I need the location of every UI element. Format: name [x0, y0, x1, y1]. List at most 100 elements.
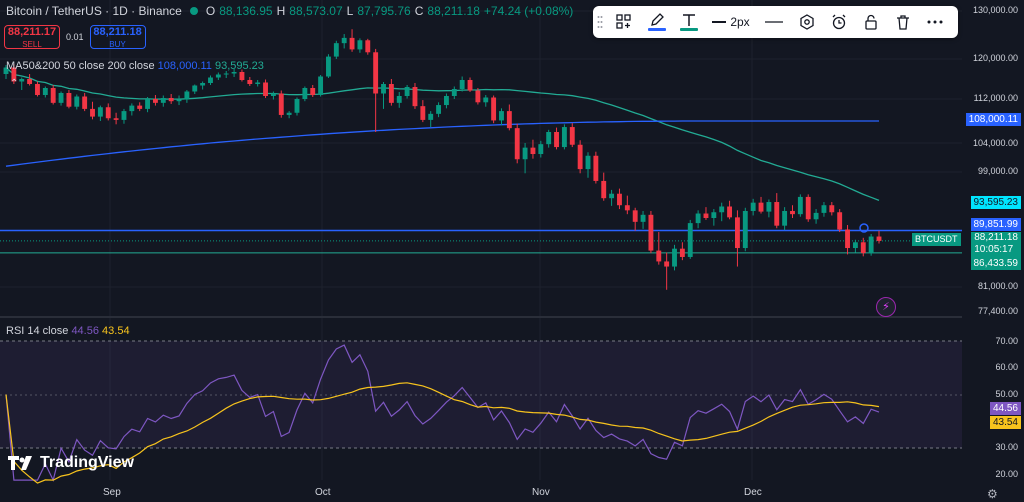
line-width-select[interactable]: 2px — [705, 6, 757, 38]
rsi-legend-label: RSI 14 close — [6, 325, 69, 337]
text-color-icon[interactable] — [673, 6, 705, 38]
candle-body — [703, 213, 709, 218]
candle-body — [687, 223, 693, 257]
price-tick: 77,400.00 — [977, 306, 1018, 316]
rsi-legend[interactable]: RSI 14 close 44.56 43.54 — [6, 325, 130, 337]
candle-body — [19, 79, 25, 82]
symbol-title[interactable]: Bitcoin / TetherUS · 1D · Binance — [6, 4, 182, 18]
candle-body — [90, 108, 95, 117]
high-value: 88,573.07 — [289, 4, 343, 18]
time-tick: Dec — [744, 487, 762, 498]
candle-body — [561, 127, 567, 148]
tradingview-logo-icon — [8, 456, 32, 470]
candle-body — [852, 242, 858, 249]
candle-body — [766, 202, 772, 212]
candle-body — [585, 155, 591, 170]
line-color-pencil-icon[interactable] — [641, 6, 673, 38]
candle-body — [569, 127, 575, 145]
lightning-icon[interactable]: ⚡ — [876, 297, 896, 317]
candle-body — [66, 93, 72, 107]
candle-body — [742, 210, 748, 249]
candle-body — [145, 99, 151, 109]
templates-icon[interactable] — [607, 6, 641, 38]
ma50-value: 93,595.23 — [214, 60, 264, 72]
horizontal-line-price-tag: 89,851.99 — [970, 218, 1021, 231]
candle-body — [821, 205, 827, 213]
candle-body — [270, 93, 276, 96]
source-settings-icon[interactable] — [791, 6, 823, 38]
rsi-ma-line — [5, 382, 880, 484]
candle-body — [499, 111, 504, 121]
time-tick: Oct — [315, 487, 331, 498]
open-label: O — [205, 4, 216, 18]
ma50-price-tag: 93,595.23 — [970, 196, 1021, 209]
drag-handle-icon[interactable] — [593, 6, 607, 38]
drawing-toolbar: 2px — [593, 6, 958, 38]
candle-body — [459, 80, 465, 89]
candle-body — [357, 40, 363, 50]
candle-body — [797, 196, 803, 215]
rsi-tick: 30.00 — [995, 442, 1018, 452]
candle-body — [255, 82, 261, 84]
rsi-tick: 50.00 — [995, 389, 1018, 399]
sell-price: 88,211.17 — [7, 26, 57, 38]
sell-button[interactable]: 88,211.17 SELL — [4, 25, 60, 49]
candle-body — [876, 236, 882, 241]
candle-body — [420, 106, 426, 120]
candle-body — [381, 84, 386, 94]
ma200-line — [5, 120, 879, 167]
price-tick: 120,000.00 — [972, 53, 1018, 63]
candle-body — [829, 205, 835, 213]
ma-legend-label: MA50&200 50 close 200 close — [6, 60, 155, 72]
candle-body — [50, 88, 56, 103]
candle-body — [231, 72, 237, 74]
rsi-value-tag: 44.56 — [989, 402, 1021, 415]
candle-body — [333, 43, 339, 57]
candle-body — [286, 112, 292, 115]
price-axis[interactable]: 130,000.00 120,000.00 112,000.00 104,000… — [961, 0, 1024, 502]
tradingview-logo[interactable]: TradingView — [8, 454, 134, 472]
candle-body — [845, 229, 850, 249]
candle-body — [105, 107, 111, 119]
candle-body — [640, 214, 646, 222]
buy-button[interactable]: 88,211.18 BUY — [89, 25, 146, 49]
rsi-tick: 70.00 — [995, 336, 1018, 346]
candle-body — [428, 113, 434, 120]
more-options-icon[interactable] — [919, 6, 951, 38]
alert-marker[interactable] — [859, 223, 869, 233]
line-style-icon[interactable] — [757, 6, 791, 38]
rsi-ma-value: 43.54 — [102, 325, 130, 337]
candle-body — [475, 90, 481, 103]
candle-body — [868, 236, 874, 254]
candle-body — [734, 217, 740, 249]
ma-legend[interactable]: MA50&200 50 close 200 close 108,000.11 9… — [6, 60, 264, 72]
candle-body — [813, 212, 819, 220]
ma200-price-tag: 108,000.11 — [965, 113, 1021, 126]
candle-body — [609, 193, 615, 199]
candle-body — [443, 96, 449, 106]
price-tick: 130,000.00 — [972, 5, 1018, 15]
alert-clock-icon[interactable] — [823, 6, 855, 38]
settings-gear-icon[interactable]: ⚙ — [987, 487, 998, 501]
candle-body — [82, 96, 88, 109]
candle-body — [223, 73, 229, 75]
candle-body — [168, 98, 174, 102]
candle-body — [664, 261, 670, 267]
candle-body — [247, 80, 253, 84]
candle-body — [750, 202, 756, 211]
low-label: L — [346, 4, 354, 18]
candle-body — [74, 96, 80, 107]
candle-body — [176, 99, 182, 102]
time-tick: Sep — [103, 487, 121, 498]
high-label: H — [276, 4, 286, 18]
lock-icon[interactable] — [855, 6, 887, 38]
brand-name: TradingView — [40, 454, 134, 471]
collapse-legend-icon[interactable]: ⌃ — [10, 78, 19, 89]
price-tick: 112,000.00 — [973, 93, 1018, 103]
buy-price: 88,211.18 — [93, 26, 142, 38]
trash-icon[interactable] — [887, 6, 919, 38]
candle-body — [514, 128, 520, 160]
candle-body — [805, 196, 811, 220]
candle-body — [263, 82, 268, 96]
